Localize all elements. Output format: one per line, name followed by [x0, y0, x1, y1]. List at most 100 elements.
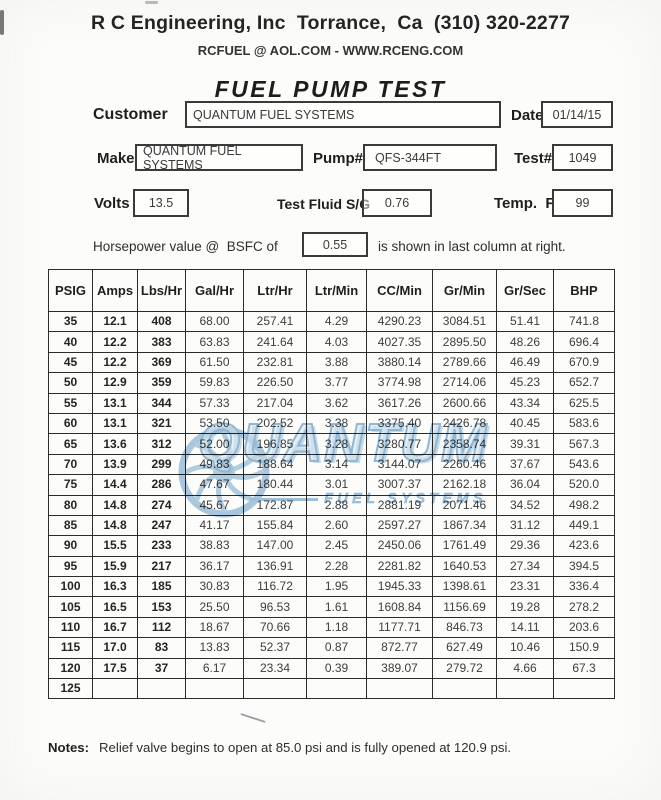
table-cell	[306, 678, 367, 700]
table-cell: 2162.18	[432, 474, 497, 496]
customer-field: QUANTUM FUEL SYSTEMS	[185, 101, 501, 128]
table-cell: 52.00	[185, 433, 244, 455]
table-cell: 110	[48, 616, 93, 639]
table-cell: 53.50	[185, 412, 244, 435]
table-cell: 2600.66	[432, 392, 497, 414]
table-cell: 85	[48, 514, 93, 537]
table-cell: 136.91	[243, 555, 307, 578]
table-cell: 115	[48, 637, 93, 659]
table-cell: 3375.40	[366, 412, 433, 435]
test-fluid-sg-label: Test Fluid S/G	[277, 196, 371, 212]
table-cell: 45	[48, 351, 93, 374]
table-cell: 188.64	[243, 453, 307, 476]
table-cell: 846.73	[432, 616, 497, 639]
table-cell: 14.11	[496, 616, 554, 639]
table-cell: 359	[137, 372, 186, 394]
column-header: Gal/Hr	[185, 269, 244, 312]
test-number-label: Test#	[514, 150, 553, 167]
table-cell: 3.14	[306, 453, 367, 476]
test-number-value: 1049	[568, 150, 597, 165]
table-cell: 344	[137, 392, 186, 414]
table-cell: 65	[48, 433, 93, 455]
table-cell: 13.9	[92, 453, 138, 476]
table-cell: 2881.19	[366, 494, 433, 516]
table-cell: 321	[137, 412, 186, 435]
table-row: 110 16.7 112 18.67 70.66 1.18 1177.71 846.73 14.…	[48, 616, 615, 639]
table-cell	[137, 678, 186, 700]
table-cell: 13.6	[92, 433, 138, 455]
table-cell: 3.28	[306, 433, 367, 455]
table-cell: 38.83	[185, 535, 244, 557]
table-row: 55 13.1 344 57.33 217.04 3.62 3617.26 2600.66 43…	[48, 392, 615, 414]
table-cell: 19.28	[496, 596, 554, 618]
table-cell: 23.34	[243, 657, 307, 680]
table-cell: 37	[137, 657, 186, 680]
table-cell: 90	[48, 535, 93, 557]
table-cell: 3144.07	[366, 453, 433, 476]
customer-value: QUANTUM FUEL SYSTEMS	[193, 107, 355, 122]
table-cell: 47.67	[185, 474, 244, 496]
table-cell: 226.50	[243, 372, 307, 394]
table-row: 45 12.2 369 61.50 232.81 3.88 3880.14 2789.66 46…	[48, 351, 615, 374]
table-cell: 2281.82	[366, 555, 433, 578]
table-row: 100 16.3 185 30.83 116.72 1.95 1945.33 1398.61 2…	[48, 576, 615, 598]
table-cell: 312	[137, 433, 186, 455]
table-cell: 105	[48, 596, 93, 618]
table-cell	[432, 678, 497, 700]
table-cell: 2426.78	[432, 412, 497, 435]
table-cell: 2260.46	[432, 453, 497, 476]
table-cell: 0.87	[306, 637, 367, 659]
table-cell: 17.0	[92, 637, 138, 659]
customer-label: Customer	[93, 106, 168, 123]
table-cell: 498.2	[553, 494, 615, 516]
document-title: FUEL PUMP TEST	[214, 76, 447, 102]
company-header: R C Engineering, Inc Torrance, Ca (310) …	[90, 12, 571, 34]
column-header: BHP	[553, 269, 615, 312]
table-cell: 12.2	[92, 351, 138, 374]
table-cell: 70.66	[243, 616, 307, 639]
volts-value: 13.5	[148, 196, 174, 210]
table-cell: 25.50	[185, 596, 244, 618]
table-cell: 18.67	[185, 616, 244, 639]
table-cell: 36.17	[185, 555, 244, 578]
make-field: QUANTUM FUEL SYSTEMS	[135, 144, 303, 172]
table-cell: 6.17	[185, 657, 244, 680]
table-cell: 583.6	[553, 412, 615, 435]
table-cell: 15.5	[92, 535, 138, 557]
table-cell: 40	[48, 331, 93, 353]
table-cell: 2714.06	[432, 372, 497, 394]
table-cell: 625.5	[553, 392, 615, 414]
table-cell: 543.6	[553, 453, 615, 476]
make-label: Make	[97, 150, 135, 167]
table-cell: 35	[48, 310, 93, 333]
table-cell: 50	[48, 372, 93, 394]
table-row: 60 13.1 321 53.50 202.52 3.38 3375.40 2426.78 40…	[48, 412, 615, 435]
table-cell: 125	[48, 678, 93, 700]
table-cell: 153	[137, 596, 186, 618]
table-cell: 2450.06	[366, 535, 433, 557]
table-cell: 29.36	[496, 535, 554, 557]
table-cell: 408	[137, 310, 186, 333]
table-cell: 14.8	[92, 494, 138, 516]
table-cell: 57.33	[185, 392, 244, 414]
table-cell: 13.83	[185, 637, 244, 659]
table-cell: 45.67	[185, 494, 244, 516]
pump-number-label: Pump#	[313, 150, 364, 167]
table-cell: 68.00	[185, 310, 244, 333]
table-row: 120 17.5 37 6.17 23.34 0.39 389.07 279.72 4.66 67…	[48, 657, 615, 680]
table-cell: 652.7	[553, 372, 615, 394]
table-row: 75 14.4 286 47.67 180.44 3.01 3007.37 2162.18 36…	[48, 474, 615, 496]
table-cell: 13.1	[92, 392, 138, 414]
table-cell: 1608.84	[366, 596, 433, 618]
table-cell: 3.88	[306, 351, 367, 374]
pump-number-field: QFS-344FT	[363, 144, 497, 171]
table-cell: 2.45	[306, 535, 367, 557]
table-cell: 3.77	[306, 372, 367, 394]
table-cell: 423.6	[553, 535, 615, 557]
table-cell: 247	[137, 514, 186, 537]
temp-value: 99	[575, 196, 590, 210]
test-number-field: 1049	[552, 144, 613, 171]
table-cell: 1640.53	[432, 555, 497, 578]
table-cell: 16.3	[92, 576, 138, 598]
table-cell: 10.46	[496, 637, 554, 659]
